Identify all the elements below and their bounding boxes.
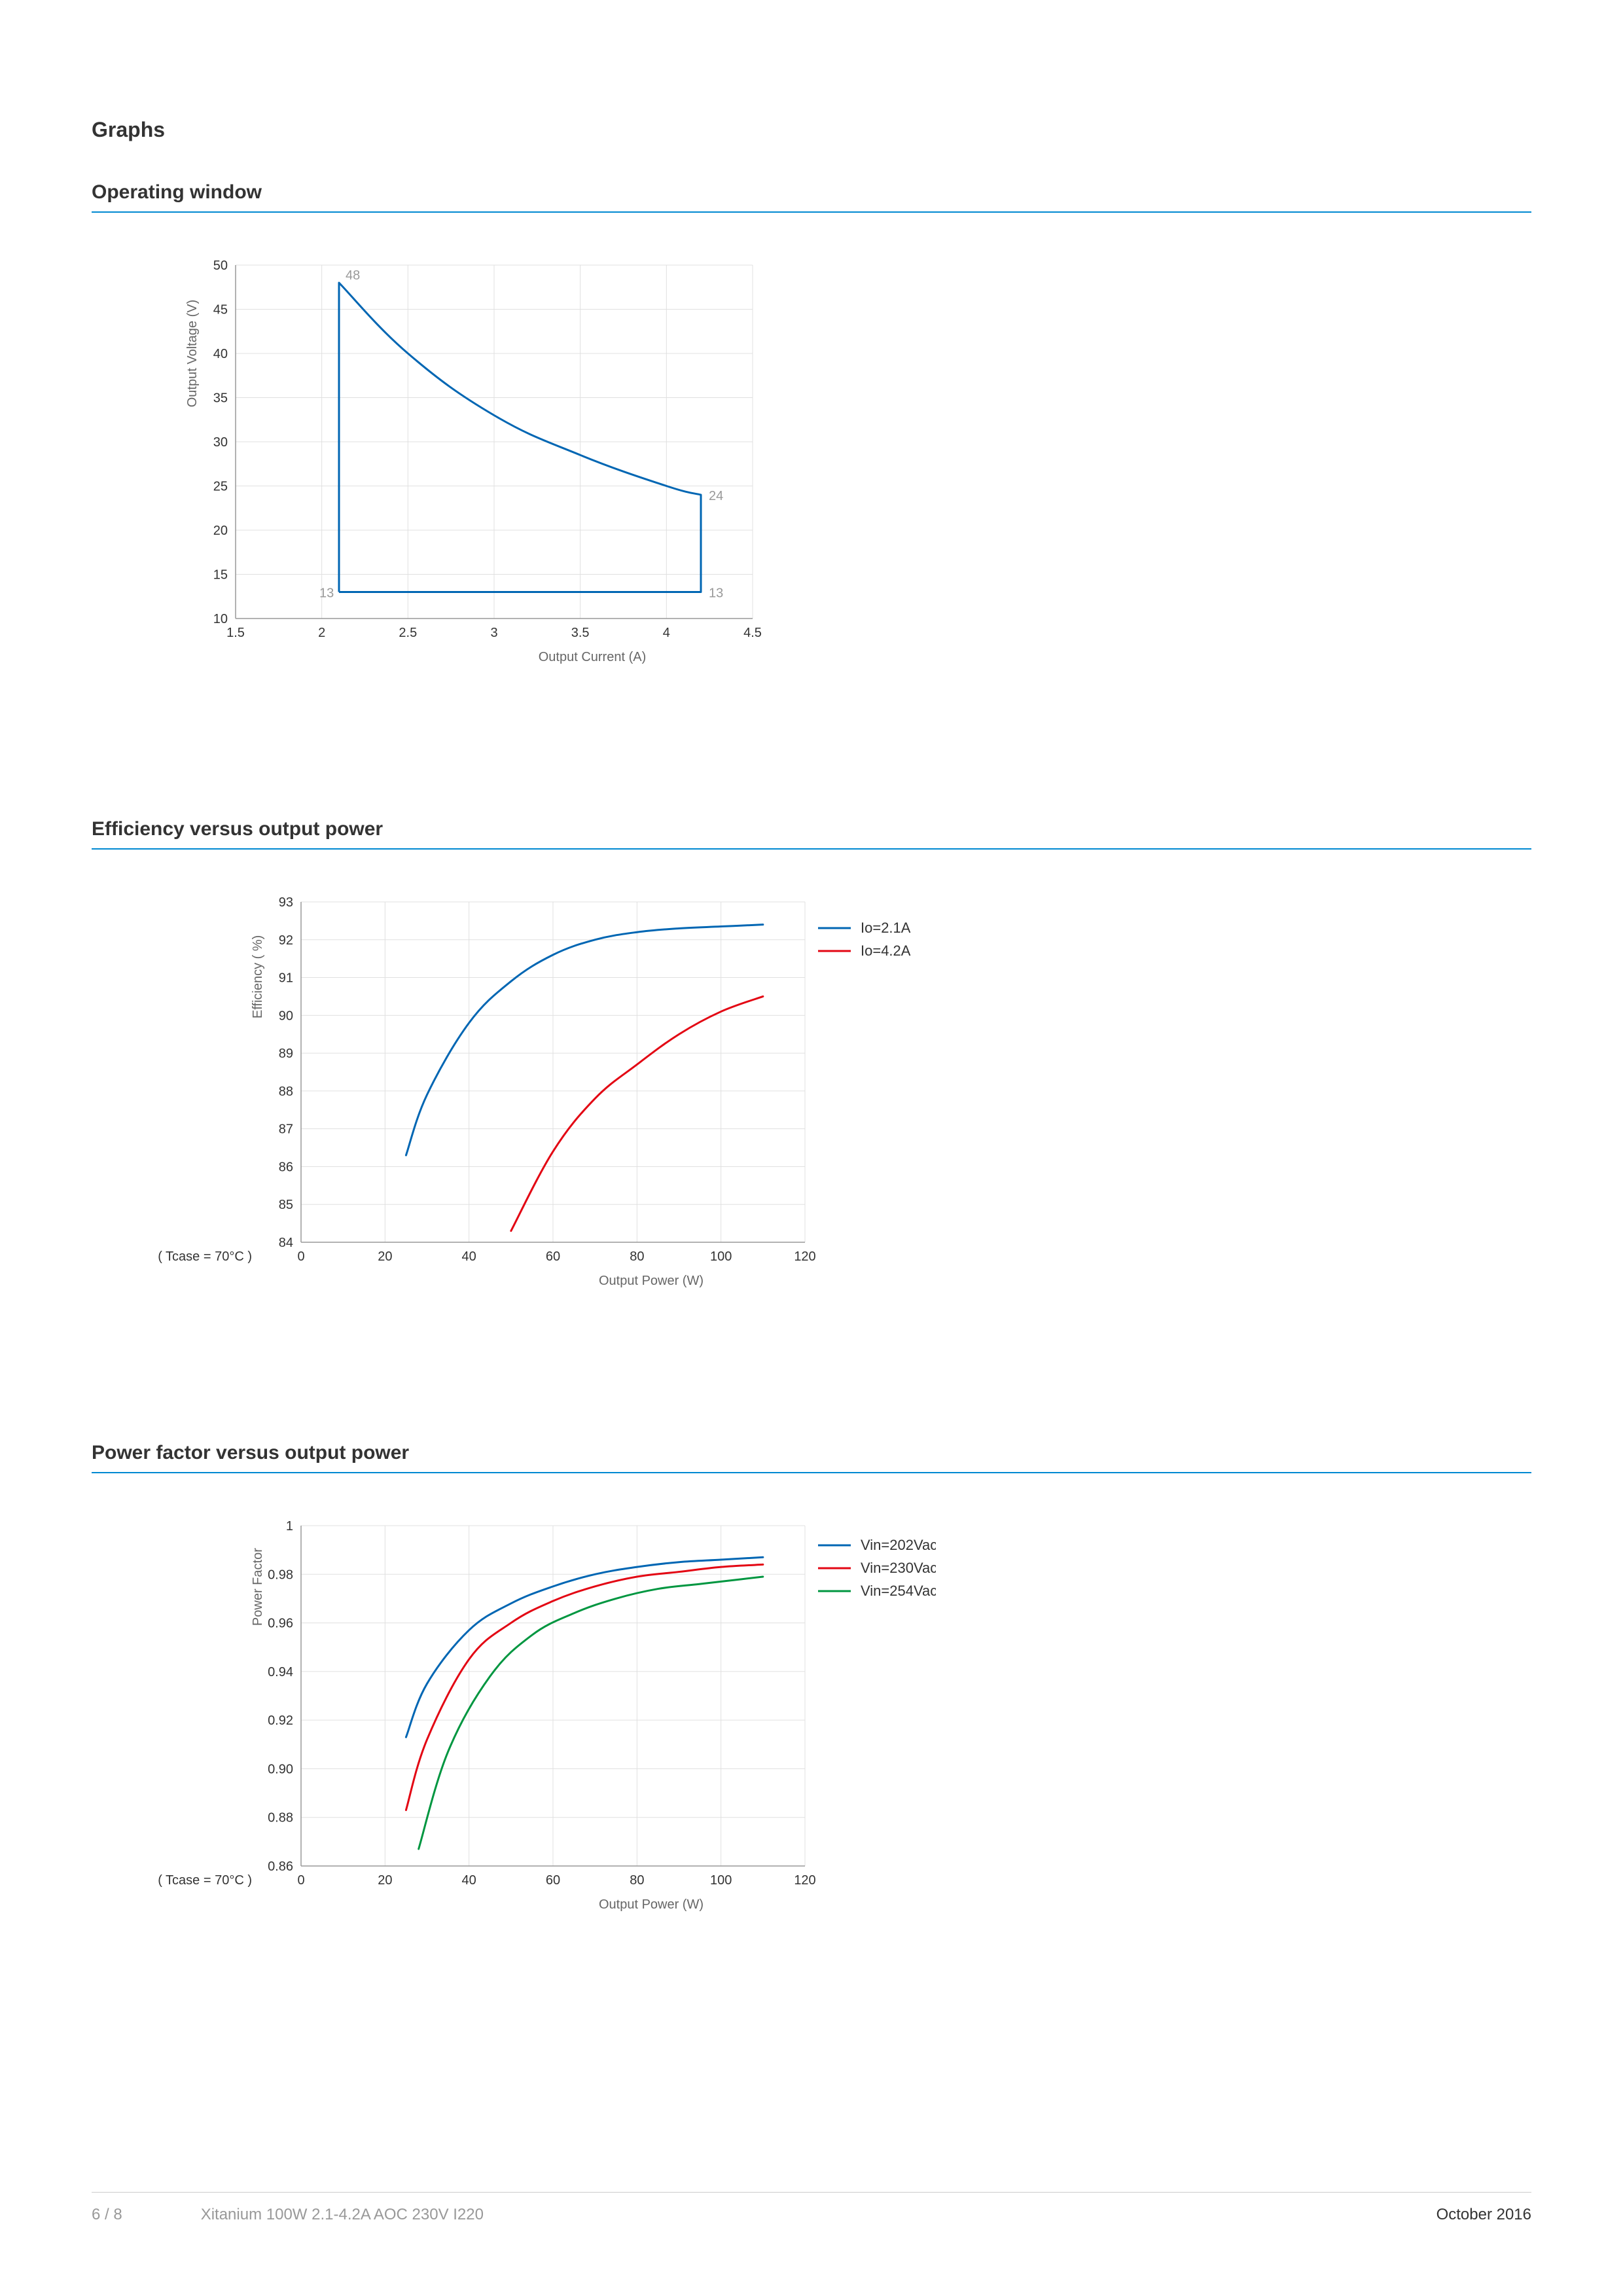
svg-text:48: 48 bbox=[346, 268, 360, 283]
chart3-title: Power factor versus output power bbox=[92, 1442, 1531, 1464]
svg-text:0.92: 0.92 bbox=[268, 1713, 293, 1728]
chart1-title: Operating window bbox=[92, 181, 1531, 204]
svg-text:4.5: 4.5 bbox=[743, 626, 762, 640]
chart2-title: Efficiency versus output power bbox=[92, 818, 1531, 840]
section-divider bbox=[92, 848, 1531, 850]
chart2-container: 84 85 86 87 88 89 90 91 92 93 0 20 40 60 80 100 120 Outpu… bbox=[151, 876, 1531, 1324]
footer-page-number: 6 / 8 bbox=[92, 2206, 122, 2224]
svg-text:4: 4 bbox=[663, 626, 670, 640]
svg-text:25: 25 bbox=[213, 480, 228, 494]
svg-text:35: 35 bbox=[213, 391, 228, 406]
svg-text:Output Power (W): Output Power (W) bbox=[599, 1897, 704, 1912]
svg-text:( Tcase = 70°C ): ( Tcase = 70°C ) bbox=[158, 1249, 252, 1264]
svg-text:92: 92 bbox=[279, 933, 293, 948]
svg-text:Vin=254Vac: Vin=254Vac bbox=[861, 1583, 936, 1599]
svg-text:2.5: 2.5 bbox=[399, 626, 417, 640]
svg-text:0: 0 bbox=[297, 1873, 304, 1888]
svg-text:Output Current (A): Output Current (A) bbox=[539, 650, 647, 664]
svg-text:0.88: 0.88 bbox=[268, 1811, 293, 1825]
svg-text:1.5: 1.5 bbox=[226, 626, 245, 640]
svg-text:20: 20 bbox=[378, 1249, 392, 1264]
page-footer: 6 / 8 Xitanium 100W 2.1-4.2A AOC 230V I2… bbox=[92, 2192, 1531, 2224]
svg-text:100: 100 bbox=[710, 1873, 732, 1888]
footer-product-name: Xitanium 100W 2.1-4.2A AOC 230V I220 bbox=[201, 2206, 484, 2224]
svg-text:91: 91 bbox=[279, 971, 293, 986]
efficiency-chart: 84 85 86 87 88 89 90 91 92 93 0 20 40 60 80 100 120 Outpu… bbox=[151, 876, 936, 1321]
svg-text:89: 89 bbox=[279, 1047, 293, 1061]
footer-date: October 2016 bbox=[1436, 2206, 1531, 2224]
svg-text:60: 60 bbox=[546, 1249, 560, 1264]
svg-text:Vin=202Vac: Vin=202Vac bbox=[861, 1537, 936, 1553]
svg-text:86: 86 bbox=[279, 1160, 293, 1174]
svg-text:1: 1 bbox=[286, 1519, 293, 1534]
svg-text:85: 85 bbox=[279, 1198, 293, 1212]
svg-text:93: 93 bbox=[279, 895, 293, 910]
svg-text:45: 45 bbox=[213, 303, 228, 317]
power-factor-chart: 0.86 0.88 0.90 0.92 0.94 0.96 0.98 1 0 20 40 60 80 10… bbox=[151, 1499, 936, 1945]
svg-text:Power Factor: Power Factor bbox=[251, 1548, 265, 1626]
chart3-container: 0.86 0.88 0.90 0.92 0.94 0.96 0.98 1 0 20 40 60 80 10… bbox=[151, 1499, 1531, 1948]
svg-text:0.94: 0.94 bbox=[268, 1665, 293, 1679]
svg-text:15: 15 bbox=[213, 568, 228, 583]
svg-text:2: 2 bbox=[318, 626, 325, 640]
section-divider bbox=[92, 211, 1531, 213]
svg-text:Io=4.2A: Io=4.2A bbox=[861, 942, 911, 959]
svg-text:120: 120 bbox=[794, 1873, 815, 1888]
svg-text:40: 40 bbox=[213, 347, 228, 361]
svg-text:0.90: 0.90 bbox=[268, 1762, 293, 1776]
svg-text:0.86: 0.86 bbox=[268, 1859, 293, 1874]
svg-text:80: 80 bbox=[630, 1873, 644, 1888]
svg-text:13: 13 bbox=[709, 586, 723, 601]
svg-text:100: 100 bbox=[710, 1249, 732, 1264]
svg-text:90: 90 bbox=[279, 1009, 293, 1023]
svg-text:Output Power (W): Output Power (W) bbox=[599, 1274, 704, 1288]
svg-text:13: 13 bbox=[319, 586, 334, 601]
svg-text:30: 30 bbox=[213, 435, 228, 450]
svg-text:84: 84 bbox=[279, 1236, 293, 1250]
svg-text:( Tcase = 70°C ): ( Tcase = 70°C ) bbox=[158, 1873, 252, 1888]
svg-text:24: 24 bbox=[709, 489, 723, 503]
svg-text:3: 3 bbox=[490, 626, 497, 640]
svg-text:Efficiency ( %): Efficiency ( %) bbox=[251, 935, 265, 1018]
svg-text:Io=2.1A: Io=2.1A bbox=[861, 920, 911, 936]
svg-text:40: 40 bbox=[462, 1873, 476, 1888]
svg-text:60: 60 bbox=[546, 1873, 560, 1888]
svg-text:80: 80 bbox=[630, 1249, 644, 1264]
svg-text:0: 0 bbox=[297, 1249, 304, 1264]
svg-text:Vin=230Vac: Vin=230Vac bbox=[861, 1560, 936, 1576]
svg-text:20: 20 bbox=[378, 1873, 392, 1888]
page-main-heading: Graphs bbox=[92, 118, 1531, 142]
svg-text:40: 40 bbox=[462, 1249, 476, 1264]
svg-text:20: 20 bbox=[213, 524, 228, 538]
chart1-container: 10 15 20 25 30 35 40 45 50 1.5 2 2.5 3 3.5 4 4.5 Output … bbox=[151, 239, 1531, 700]
svg-text:10: 10 bbox=[213, 612, 228, 626]
svg-text:0.96: 0.96 bbox=[268, 1617, 293, 1631]
operating-window-chart: 10 15 20 25 30 35 40 45 50 1.5 2 2.5 3 3.5 4 4.5 Output … bbox=[151, 239, 805, 697]
section-divider bbox=[92, 1472, 1531, 1473]
svg-text:Output Voltage (V): Output Voltage (V) bbox=[185, 300, 200, 408]
svg-text:88: 88 bbox=[279, 1085, 293, 1099]
svg-text:3.5: 3.5 bbox=[571, 626, 590, 640]
svg-text:50: 50 bbox=[213, 259, 228, 273]
svg-text:87: 87 bbox=[279, 1122, 293, 1137]
svg-text:0.98: 0.98 bbox=[268, 1568, 293, 1582]
svg-text:120: 120 bbox=[794, 1249, 815, 1264]
